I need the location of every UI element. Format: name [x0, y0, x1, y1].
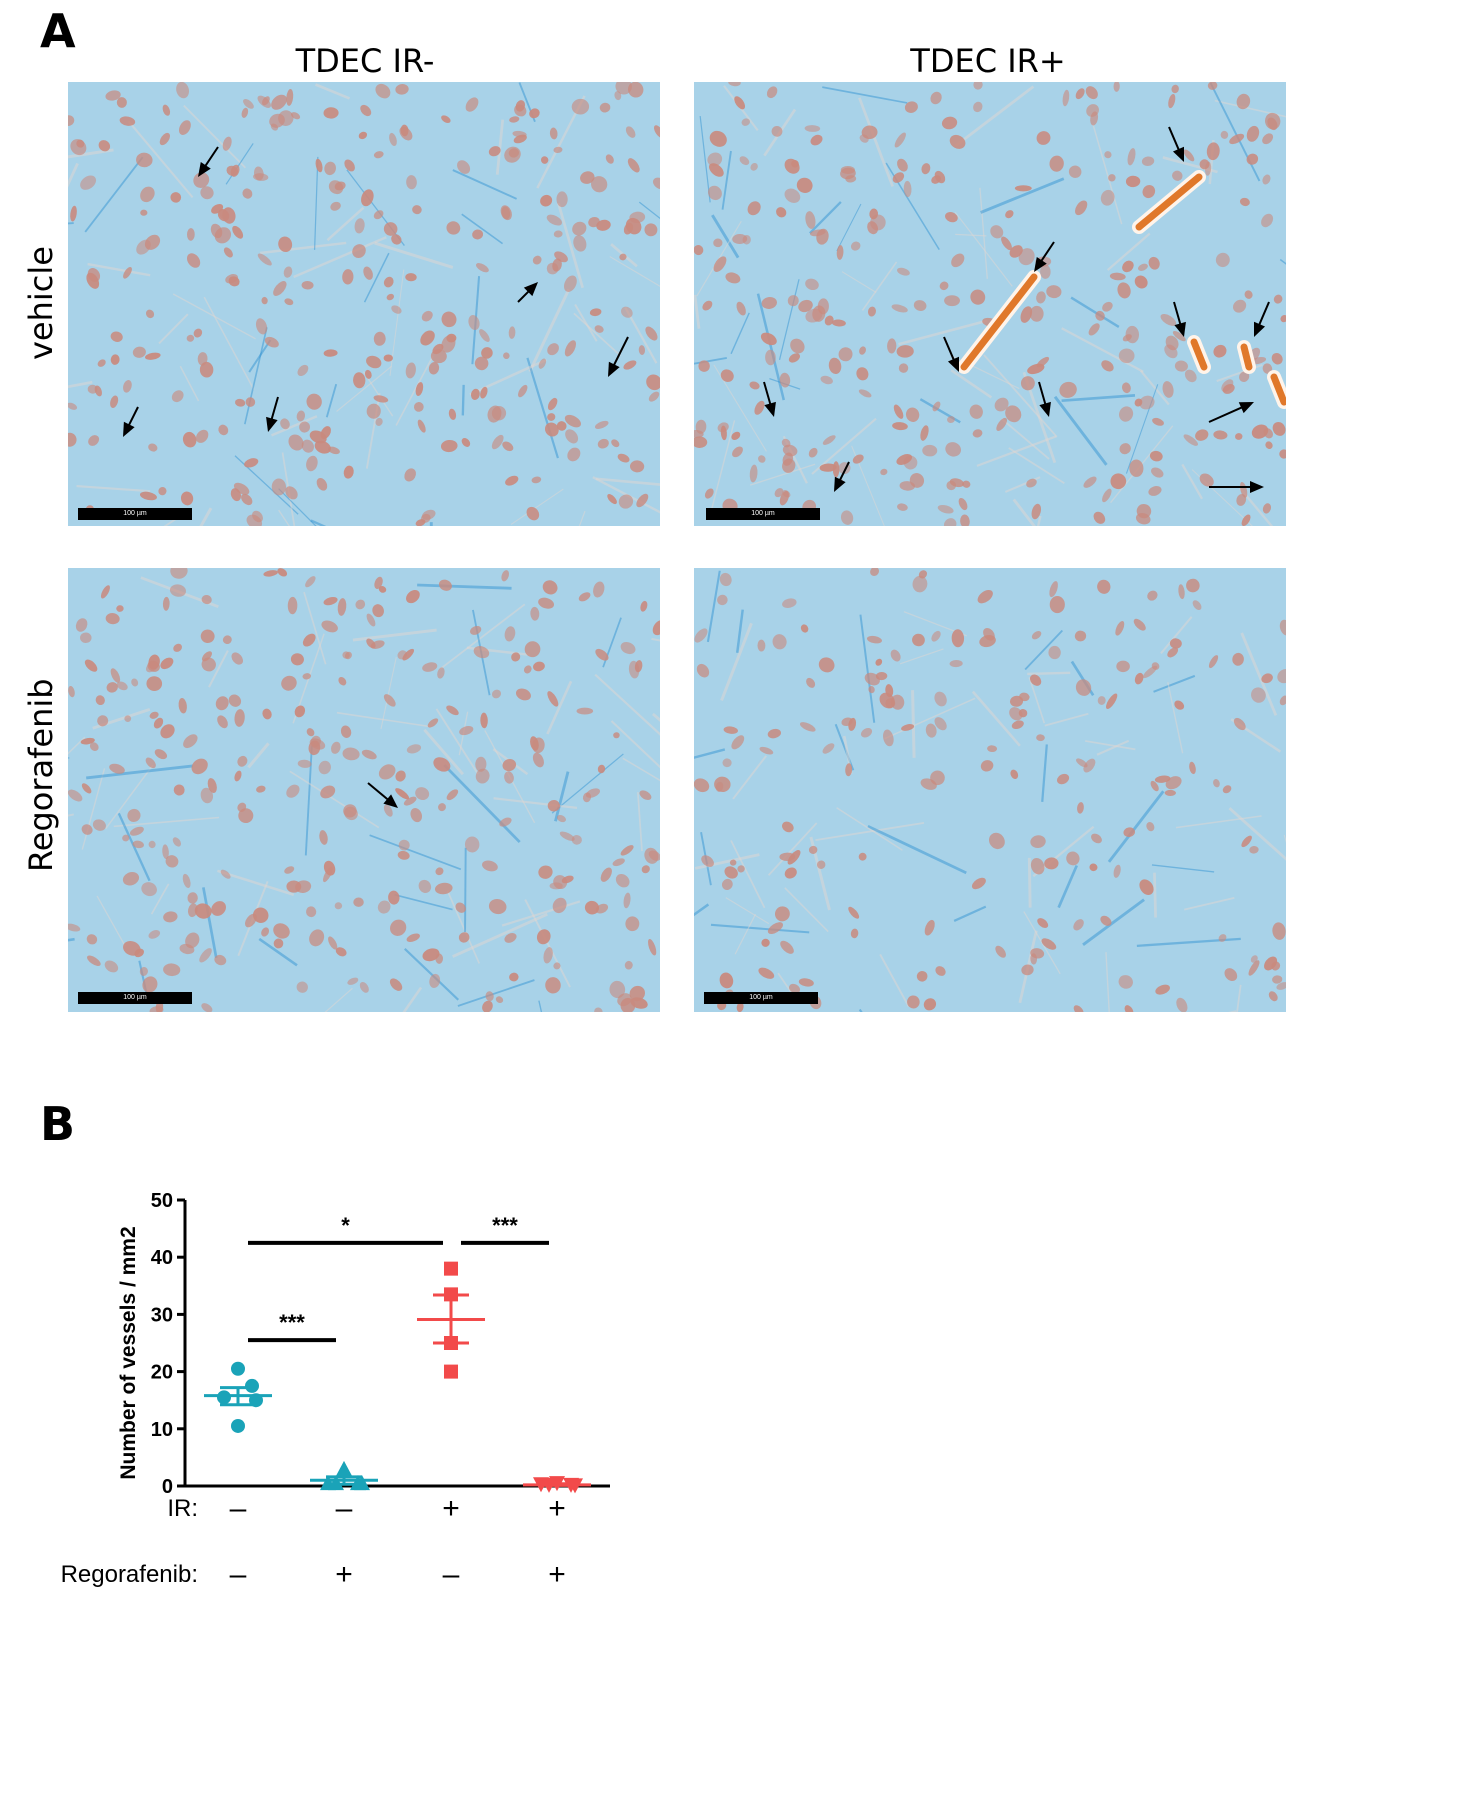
data-point [444, 1365, 458, 1379]
data-point [245, 1379, 259, 1393]
y-tick-label: 20 [151, 1362, 173, 1384]
data-point [444, 1262, 458, 1276]
column-title-ir-pos: TDEC IR+ [738, 42, 1238, 80]
regorafenib-value-label: + [335, 1558, 353, 1591]
data-point [217, 1390, 231, 1404]
data-point [444, 1287, 458, 1301]
ir-row-label: IR: [167, 1495, 198, 1522]
ir-value-label: – [336, 1492, 353, 1525]
scale-bar: 100 µm [704, 992, 818, 1004]
micrograph-vehicle-ir-neg [68, 82, 660, 526]
scale-bar: 100 µm [706, 508, 820, 520]
panel-b-label: B [40, 1097, 75, 1151]
y-tick-label: 10 [151, 1419, 173, 1441]
column-title-ir-neg: TDEC IR- [115, 42, 615, 80]
significance-label: *** [279, 1310, 305, 1335]
scale-bar: 100 µm [78, 508, 192, 520]
y-tick-label: 30 [151, 1304, 173, 1326]
micrograph-regorafenib-ir-neg [68, 568, 660, 1012]
ir-value-label: + [548, 1492, 566, 1525]
micrograph-regorafenib-ir-pos [694, 568, 1286, 1012]
significance-label: *** [492, 1213, 518, 1238]
scale-bar: 100 µm [78, 992, 192, 1004]
regorafenib-value-label: – [230, 1558, 247, 1591]
micrograph-vehicle-ir-pos [694, 82, 1286, 526]
regorafenib-value-label: – [443, 1558, 460, 1591]
data-point [231, 1419, 245, 1433]
data-point [444, 1336, 458, 1350]
y-tick-label: 40 [151, 1247, 173, 1269]
data-point [336, 1461, 352, 1476]
ir-value-label: – [230, 1492, 247, 1525]
regorafenib-value-label: + [548, 1558, 566, 1591]
panel-a-label: A [40, 4, 76, 58]
ir-value-label: + [442, 1492, 460, 1525]
y-tick-label: 50 [151, 1190, 173, 1212]
data-point [249, 1393, 263, 1407]
regorafenib-row-label: Regorafenib: [61, 1561, 198, 1588]
row-title-regorafenib: Regorafenib [22, 678, 60, 872]
y-axis-label: Number of vessels / mm2 [117, 1226, 140, 1479]
data-point [231, 1362, 245, 1376]
significance-label: * [341, 1213, 350, 1238]
row-title-vehicle: vehicle [22, 246, 60, 360]
